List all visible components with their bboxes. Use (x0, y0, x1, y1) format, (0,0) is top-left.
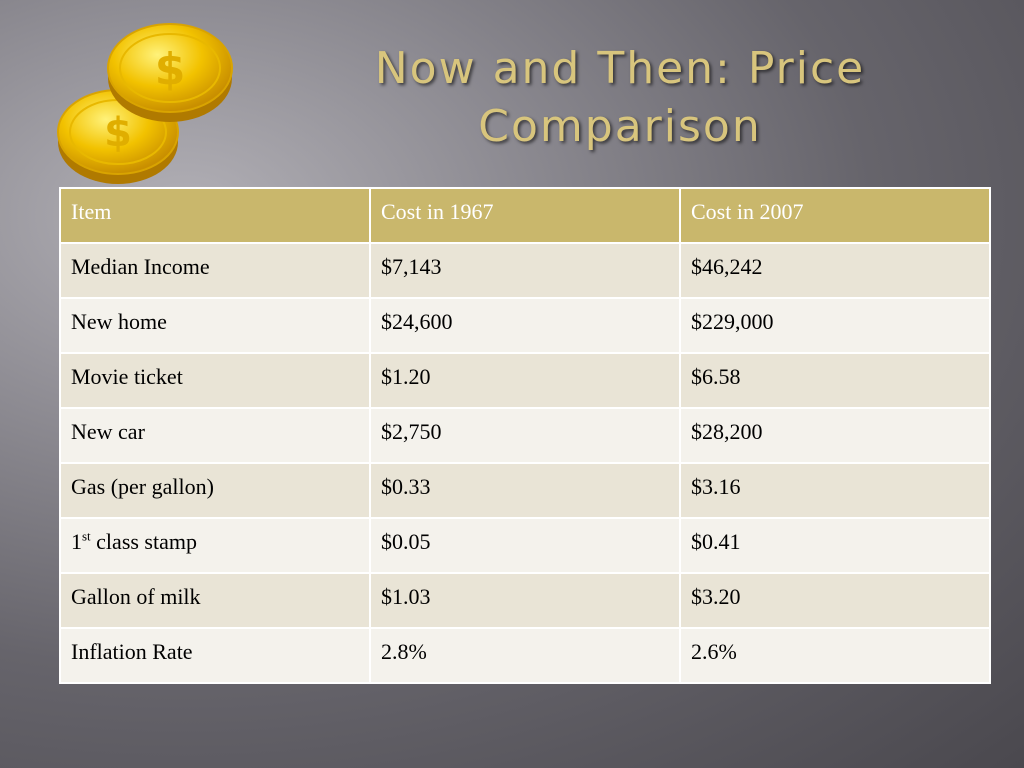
cell-cost-2007: $28,200 (679, 407, 991, 464)
svg-text:$: $ (155, 44, 186, 95)
slide-title: Now and Then: Price Comparison (300, 40, 940, 156)
cell-cost-1967: $1.03 (369, 572, 681, 629)
slide-title-line-2: Comparison (478, 101, 762, 152)
table-row: New car $2,750 $28,200 (59, 407, 991, 464)
cell-item: New home (59, 297, 371, 354)
column-header-cost-2007: Cost in 2007 (679, 187, 991, 244)
price-comparison-table: Item Cost in 1967 Cost in 2007 Median In… (59, 187, 991, 684)
cell-item-text: class stamp (90, 529, 197, 554)
cell-item: Inflation Rate (59, 627, 371, 684)
cell-cost-2007: $3.20 (679, 572, 991, 629)
cell-item-ordinal-suffix: st (82, 528, 91, 544)
cell-cost-2007: 2.6% (679, 627, 991, 684)
column-header-cost-1967: Cost in 1967 (369, 187, 681, 244)
cell-item: Movie ticket (59, 352, 371, 409)
table-row: Gallon of milk $1.03 $3.20 (59, 572, 991, 629)
gold-coins-icon: $ $ (57, 23, 233, 184)
cell-cost-2007: $229,000 (679, 297, 991, 354)
cell-cost-2007: $0.41 (679, 517, 991, 574)
cell-cost-2007: $6.58 (679, 352, 991, 409)
cell-item: New car (59, 407, 371, 464)
cell-cost-2007: $46,242 (679, 242, 991, 299)
cell-item: 1st class stamp (59, 517, 371, 574)
cell-cost-1967: $0.33 (369, 462, 681, 519)
slide-title-line-1: Now and Then: Price (374, 43, 866, 94)
cell-cost-1967: $2,750 (369, 407, 681, 464)
cell-cost-1967: $0.05 (369, 517, 681, 574)
cell-cost-2007: $3.16 (679, 462, 991, 519)
table-row: Movie ticket $1.20 $6.58 (59, 352, 991, 409)
cell-cost-1967: $24,600 (369, 297, 681, 354)
table-row: New home $24,600 $229,000 (59, 297, 991, 354)
cell-cost-1967: $7,143 (369, 242, 681, 299)
cell-item: Gas (per gallon) (59, 462, 371, 519)
table-row: Inflation Rate 2.8% 2.6% (59, 627, 991, 684)
cell-cost-1967: $1.20 (369, 352, 681, 409)
table-row: Gas (per gallon) $0.33 $3.16 (59, 462, 991, 519)
table-header-row: Item Cost in 1967 Cost in 2007 (59, 187, 991, 244)
cell-item: Median Income (59, 242, 371, 299)
svg-text:$: $ (104, 110, 132, 156)
table-row: 1st class stamp $0.05 $0.41 (59, 517, 991, 574)
cell-item: Gallon of milk (59, 572, 371, 629)
cell-cost-1967: 2.8% (369, 627, 681, 684)
table-row: Median Income $7,143 $46,242 (59, 242, 991, 299)
column-header-item: Item (59, 187, 371, 244)
cell-item-ordinal: 1 (71, 529, 82, 554)
